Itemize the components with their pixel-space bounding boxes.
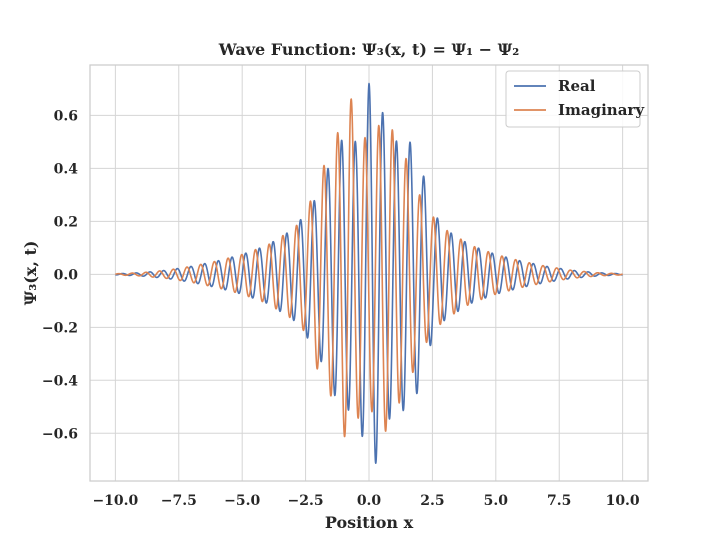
chart-title: Wave Function: Ψ₃(x, t) = Ψ₁ − Ψ₂ xyxy=(218,40,519,59)
legend-box xyxy=(505,70,641,128)
x-tick-label: −10.0 xyxy=(92,493,138,509)
legend-label-imaginary: Imaginary xyxy=(558,101,645,119)
y-tick-label: 0.0 xyxy=(54,267,79,283)
x-tick-label: −2.5 xyxy=(288,493,324,509)
x-tick-label: 5.0 xyxy=(484,493,509,509)
y-tick-label: 0.4 xyxy=(54,161,79,177)
y-tick-label: −0.2 xyxy=(42,320,78,336)
x-tick-label: 7.5 xyxy=(547,493,571,509)
x-tick-label: 0.0 xyxy=(357,493,382,509)
x-tick-label: −5.0 xyxy=(224,493,260,509)
plot-frame xyxy=(89,64,649,482)
y-tick-labels: −0.6 −0.4 −0.2 0.0 0.2 0.4 0.6 xyxy=(42,108,78,442)
x-tick-labels: −10.0 −7.5 −5.0 −2.5 0.0 2.5 5.0 7.5 10.0 xyxy=(92,493,639,509)
x-tick-label: 2.5 xyxy=(420,493,444,509)
series-line-imaginary xyxy=(114,98,624,438)
x-tick-label: 10.0 xyxy=(606,493,640,509)
y-tick-label: 0.2 xyxy=(54,214,78,230)
legend: Real Imaginary xyxy=(505,70,645,128)
y-axis-label: Ψ₃(x, t) xyxy=(21,241,40,306)
x-tick-label: −7.5 xyxy=(161,493,197,509)
legend-label-real: Real xyxy=(558,77,596,95)
y-tick-label: −0.4 xyxy=(42,373,78,389)
grid xyxy=(90,65,648,481)
plot-series xyxy=(114,82,624,464)
x-axis-label: Position x xyxy=(325,513,414,532)
y-tick-label: 0.6 xyxy=(54,108,78,124)
y-tick-label: −0.6 xyxy=(42,426,78,442)
